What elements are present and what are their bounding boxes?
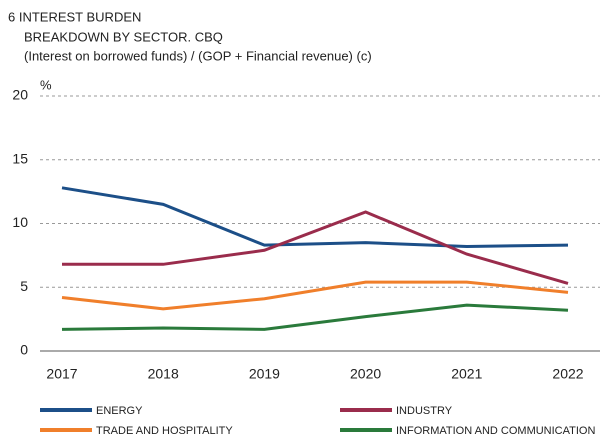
- x-tick-label: 2017: [46, 366, 77, 382]
- line-series: [61, 303, 569, 331]
- x-tick-label: 2021: [451, 366, 482, 382]
- line-series: [61, 280, 569, 311]
- x-tick-label: 2020: [350, 366, 381, 382]
- y-tick-label: 5: [20, 278, 28, 294]
- legend-label: INDUSTRY: [396, 405, 453, 417]
- x-tick-label: 2022: [552, 366, 583, 382]
- y-axis-label: %: [40, 77, 52, 92]
- x-tick-label: 2019: [249, 366, 280, 382]
- y-tick-label: 15: [12, 150, 28, 166]
- chart-subtitle: (Interest on borrowed funds) / (GOP + Fi…: [24, 48, 372, 63]
- y-tick-label: 10: [12, 214, 28, 230]
- x-tick-label: 2018: [148, 366, 179, 382]
- line-series: [62, 210, 569, 285]
- y-tick-label: 20: [12, 87, 28, 103]
- line-series: [61, 186, 569, 248]
- legend-label: INFORMATION AND COMMUNICATION: [396, 425, 595, 437]
- chart-subtitle: BREAKDOWN BY SECTOR. CBQ: [24, 29, 223, 44]
- legend-label: ENERGY: [96, 405, 143, 417]
- legend-label: TRADE AND HOSPITALITY: [96, 425, 233, 437]
- chart-title: 6 INTEREST BURDEN: [8, 9, 141, 24]
- y-tick-label: 0: [20, 342, 28, 358]
